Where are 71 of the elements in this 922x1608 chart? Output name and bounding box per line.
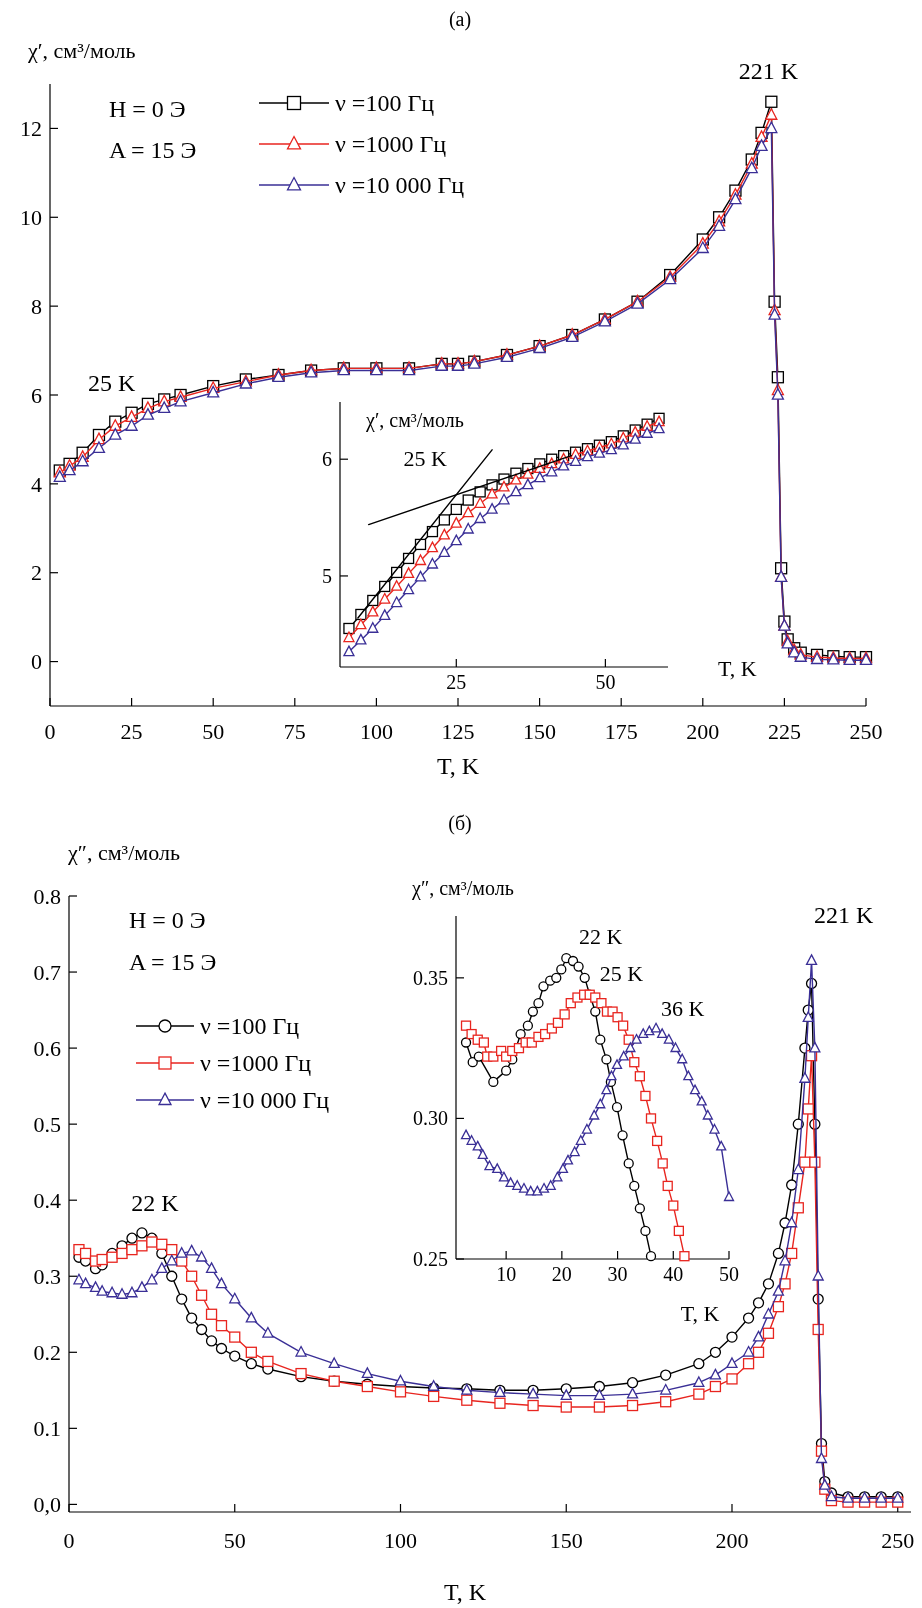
x-tick-label: 100 bbox=[359, 719, 393, 744]
x-tick-label: 25 bbox=[446, 671, 467, 693]
annotation: H = 0 Э bbox=[109, 96, 186, 122]
y-axis-title: χ″, см³/моль bbox=[67, 840, 180, 865]
annotation: 221 K bbox=[813, 901, 874, 928]
annotation: 22 K bbox=[579, 924, 623, 950]
x-tick-label: 200 bbox=[715, 1528, 749, 1553]
annotation: A = 15 Э bbox=[129, 949, 217, 975]
y-tick-label: 0.8 bbox=[33, 883, 61, 909]
x-tick-label: 250 bbox=[881, 1528, 915, 1553]
y-tick-label: 12 bbox=[20, 116, 42, 142]
legend-label: ν =10 000 Гц bbox=[335, 172, 465, 199]
y-tick-label: 0 bbox=[31, 649, 42, 675]
x-tick-label: 40 bbox=[663, 1263, 684, 1285]
x-tick-label: 225 bbox=[767, 719, 801, 744]
y-tick-label: 6 bbox=[322, 448, 332, 471]
x-axis-title: T, K bbox=[718, 656, 757, 681]
y-tick-label: 0.35 bbox=[413, 966, 448, 989]
x-tick-label: 75 bbox=[283, 719, 306, 744]
y-axis-title: χ′, см³/моль bbox=[365, 409, 464, 432]
legend-label: ν =10 000 Гц bbox=[200, 1087, 330, 1114]
y-tick-label: 0.1 bbox=[33, 1416, 61, 1442]
y-tick-label: 0,0 bbox=[33, 1492, 61, 1518]
annotation: 25 K bbox=[403, 445, 448, 471]
y-tick-label: 0.6 bbox=[33, 1035, 61, 1061]
annotation: 36 K bbox=[661, 996, 705, 1022]
y-tick-label: 6 bbox=[31, 382, 42, 408]
y-tick-label: 10 bbox=[20, 204, 42, 230]
legend-label: ν =1000 Гц bbox=[335, 131, 447, 158]
chart-title: (б) bbox=[448, 812, 472, 835]
y-tick-label: 0.30 bbox=[413, 1107, 448, 1130]
y-axis-title: χ″, см³/моль bbox=[411, 877, 514, 900]
annotation: A = 15 Э bbox=[109, 137, 197, 163]
chart-title: (а) bbox=[448, 8, 472, 31]
x-axis-title: T, K bbox=[436, 753, 480, 779]
annotation: 25 K bbox=[87, 369, 136, 396]
x-tick-label: 50 bbox=[202, 719, 225, 744]
x-tick-label: 150 bbox=[549, 1528, 583, 1553]
x-tick-label: 125 bbox=[441, 719, 475, 744]
x-tick-label: 50 bbox=[595, 671, 616, 693]
x-tick-label: 200 bbox=[686, 719, 720, 744]
y-axis-title: χ′, см³/моль bbox=[27, 38, 136, 63]
x-tick-label: 150 bbox=[523, 719, 557, 744]
x-tick-label: 100 bbox=[384, 1528, 417, 1553]
x-axis-title: T, K bbox=[443, 1579, 487, 1605]
x-tick-label: 10 bbox=[496, 1263, 517, 1285]
y-tick-label: 8 bbox=[31, 293, 42, 319]
y-tick-label: 4 bbox=[31, 471, 42, 497]
annotation: H = 0 Э bbox=[129, 907, 206, 933]
x-tick-label: 250 bbox=[849, 719, 883, 744]
x-tick-label: 20 bbox=[551, 1263, 572, 1285]
y-tick-label: 0.5 bbox=[33, 1111, 61, 1137]
legend-label: ν =100 Гц bbox=[200, 1013, 300, 1040]
y-tick-label: 0.7 bbox=[33, 959, 61, 985]
x-tick-label: 175 bbox=[604, 719, 638, 744]
annotation: 25 K bbox=[599, 960, 644, 986]
annotation: 22 K bbox=[131, 1189, 180, 1216]
legend-label: ν =1000 Гц bbox=[200, 1050, 312, 1077]
y-tick-label: 0.3 bbox=[33, 1263, 61, 1289]
x-tick-label: 25 bbox=[120, 719, 143, 744]
y-tick-label: 0.25 bbox=[413, 1248, 448, 1270]
annotation: 221 K bbox=[738, 57, 799, 84]
x-axis-title: T, K bbox=[680, 1301, 720, 1326]
y-tick-label: 2 bbox=[31, 560, 42, 586]
x-tick-label: 30 bbox=[607, 1263, 628, 1285]
x-tick-label: 50 bbox=[223, 1528, 246, 1553]
legend-label: ν =100 Гц bbox=[335, 90, 435, 117]
x-tick-label: 50 bbox=[719, 1263, 739, 1285]
y-tick-label: 5 bbox=[322, 564, 332, 587]
y-tick-label: 0.4 bbox=[33, 1187, 61, 1213]
y-tick-label: 0.2 bbox=[33, 1340, 61, 1365]
